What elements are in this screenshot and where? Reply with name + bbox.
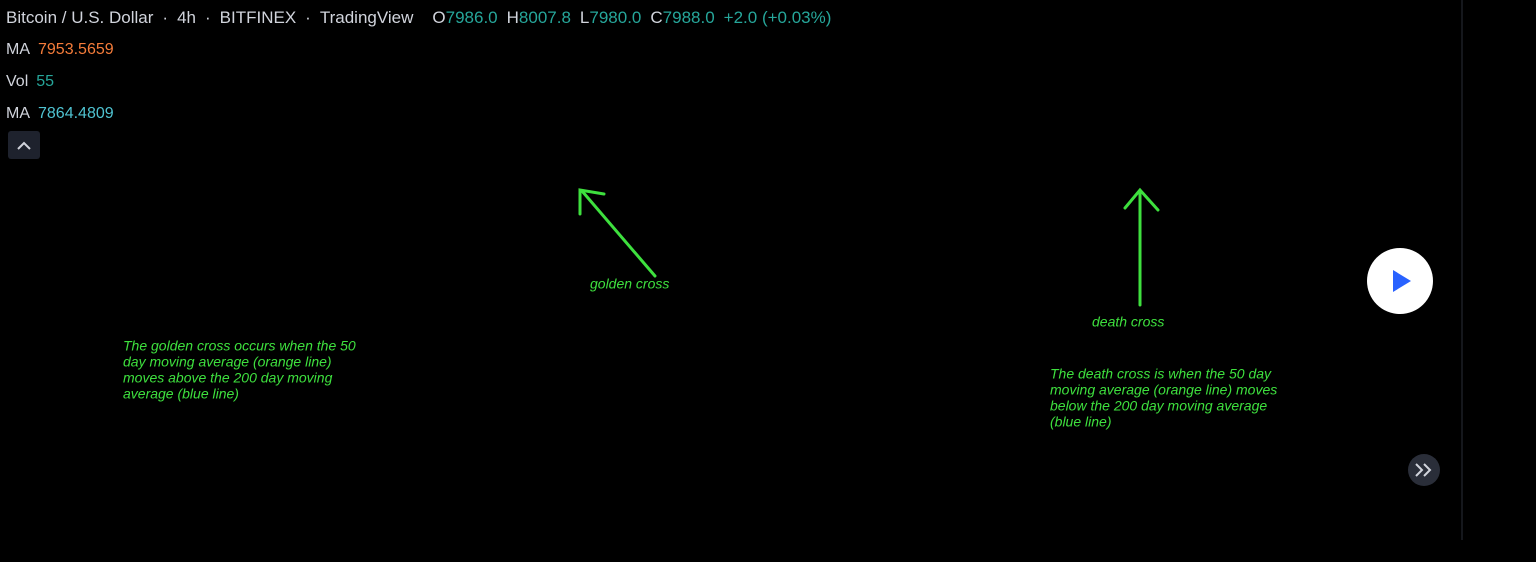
legend-row: MA 7864.4809 [6, 105, 114, 123]
annotation: death cross [1092, 314, 1164, 330]
ohlc-key: O [432, 8, 446, 27]
annotation-note: day moving average (orange line) [123, 354, 332, 370]
separator: · [305, 8, 311, 27]
annotation-note: (blue line) [1050, 414, 1111, 430]
ohlc-key: H [506, 8, 519, 27]
legend-row: Vol 55 [6, 73, 54, 91]
exchange: BITFINEX [219, 8, 297, 27]
ohlc-key: C [650, 8, 663, 27]
annotation: golden cross [590, 276, 669, 292]
change: +2.0 (+0.03%) [723, 8, 832, 27]
ohlc: C7988.0 [650, 8, 714, 28]
annotation-note: average (blue line) [123, 386, 239, 402]
ohlc: O7986.0 [432, 8, 497, 28]
legend-name: MA [6, 105, 30, 122]
ohlc-key: L [579, 8, 590, 27]
ohlc-value: 7980.0 [589, 8, 642, 27]
legend-value: 55 [36, 73, 55, 90]
separator: · [162, 8, 169, 27]
collapse-button[interactable] [8, 131, 40, 159]
legend-value: 7864.4809 [38, 105, 114, 122]
annotation-note: moving average (orange line) moves [1050, 382, 1277, 398]
separator: · [204, 8, 211, 27]
death-arrow [1123, 187, 1160, 307]
golden-arrow [578, 188, 657, 278]
scroll-to-end-button[interactable] [1408, 454, 1440, 486]
legend-value: 7953.5659 [38, 41, 114, 58]
ohlc: L7980.0 [580, 8, 641, 28]
ohlc-value: 7988.0 [662, 8, 715, 27]
annotation-note: below the 200 day moving average [1050, 398, 1267, 414]
ohlc-value: 7986.0 [445, 8, 498, 27]
symbol-header: Bitcoin / U.S. Dollar · 4h · BITFINEX · … [6, 8, 831, 28]
symbol: Bitcoin / U.S. Dollar [6, 8, 154, 27]
interval: 4h [177, 8, 196, 27]
legend-row: MA 7953.5659 [6, 41, 114, 59]
ohlc: H8007.8 [507, 8, 571, 28]
ohlc-value: 8007.8 [518, 8, 571, 27]
legend-name: Vol [6, 73, 29, 90]
annotation-note: moves above the 200 day moving [123, 370, 333, 386]
annotation-note: The golden cross occurs when the 50 [123, 338, 356, 354]
play-button[interactable] [1367, 248, 1433, 314]
annotation-note: The death cross is when the 50 day [1050, 366, 1272, 382]
legend-name: MA [6, 41, 30, 58]
source: TradingView [319, 8, 414, 27]
